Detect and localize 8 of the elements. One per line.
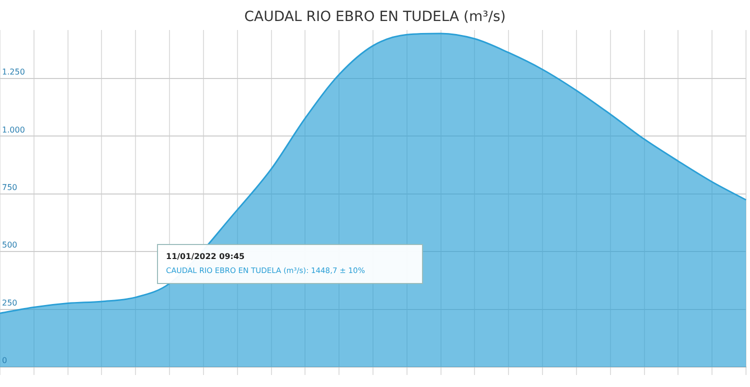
y-tick-label: 500 [2, 240, 18, 250]
y-tick-label: 0 [2, 356, 8, 366]
y-tick-label: 750 [2, 182, 18, 192]
annotation: 11/01/2022 09:45 [166, 251, 246, 263]
y-tick-label: 1.000 [2, 125, 25, 134]
y-tick-label: 1.250 [2, 68, 25, 77]
y-tick-label: 250 [2, 298, 18, 308]
chart-title: CAUDAL RIO EBRO EN TUDELA (m³/s) [243, 8, 507, 27]
